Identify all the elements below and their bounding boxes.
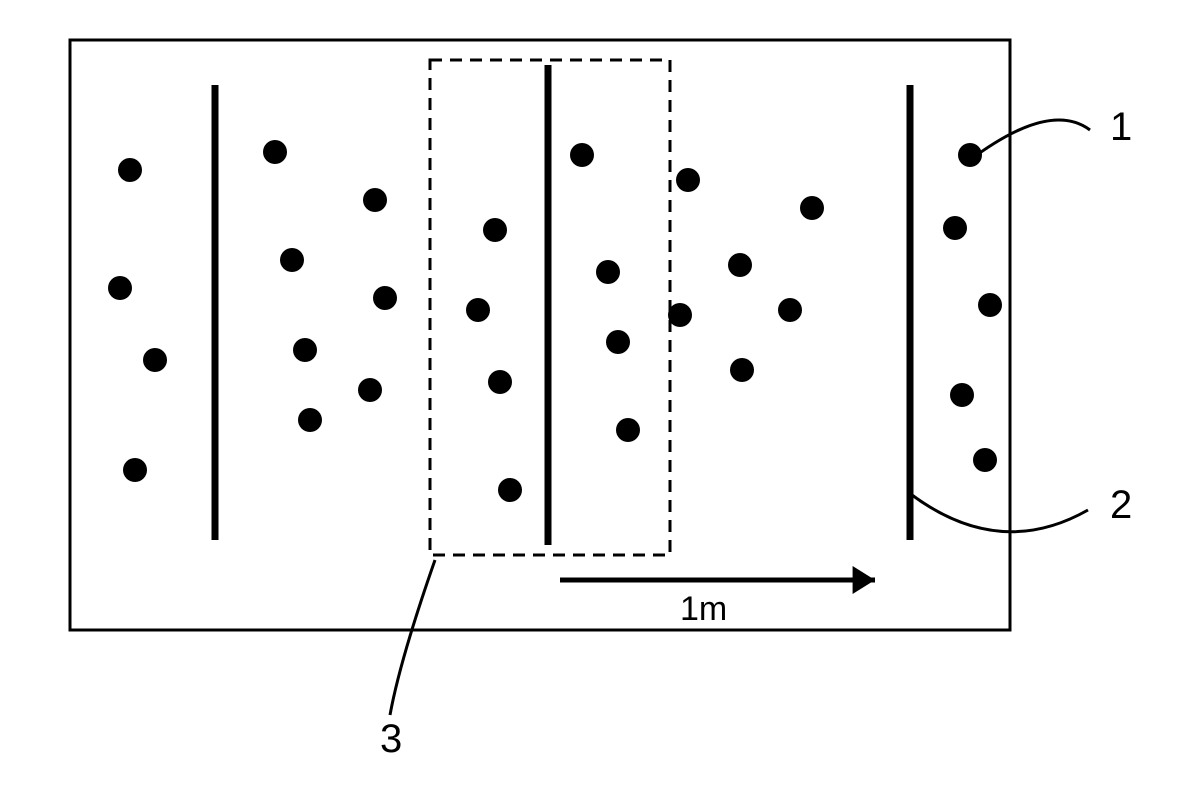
callout-label-3: 3 [380, 717, 402, 761]
scale-label: 1m [680, 590, 727, 628]
particle-dot [596, 260, 620, 284]
particle-dot [108, 276, 132, 300]
particle-dot [358, 378, 382, 402]
diagram-container: 1m 1 2 3 [0, 0, 1182, 791]
particle-dot [616, 418, 640, 442]
particle-dot [676, 168, 700, 192]
particle-dot [728, 253, 752, 277]
callout-label-2: 2 [1110, 483, 1132, 527]
particle-dot [118, 158, 142, 182]
particle-dot [483, 218, 507, 242]
particle-dot [263, 140, 287, 164]
particle-dot [498, 478, 522, 502]
particle-dot [280, 248, 304, 272]
particle-dot [293, 338, 317, 362]
particle-dot [488, 370, 512, 394]
particle-dot [466, 298, 490, 322]
particle-dot [943, 216, 967, 240]
callout-label-1: 1 [1110, 105, 1132, 149]
particle-dot [363, 188, 387, 212]
particle-dot [668, 303, 692, 327]
particle-dot [800, 196, 824, 220]
schematic-svg: 1m 1 2 3 [0, 0, 1182, 791]
frame-rect [70, 40, 1010, 630]
particle-dot [570, 143, 594, 167]
particle-dot [373, 286, 397, 310]
particle-dot [778, 298, 802, 322]
particle-dot [973, 448, 997, 472]
particle-dot [123, 458, 147, 482]
particle-dot [950, 383, 974, 407]
particle-dot [143, 348, 167, 372]
particle-dot [978, 293, 1002, 317]
particle-dot [606, 330, 630, 354]
particle-dot [730, 358, 754, 382]
particle-dot [298, 408, 322, 432]
